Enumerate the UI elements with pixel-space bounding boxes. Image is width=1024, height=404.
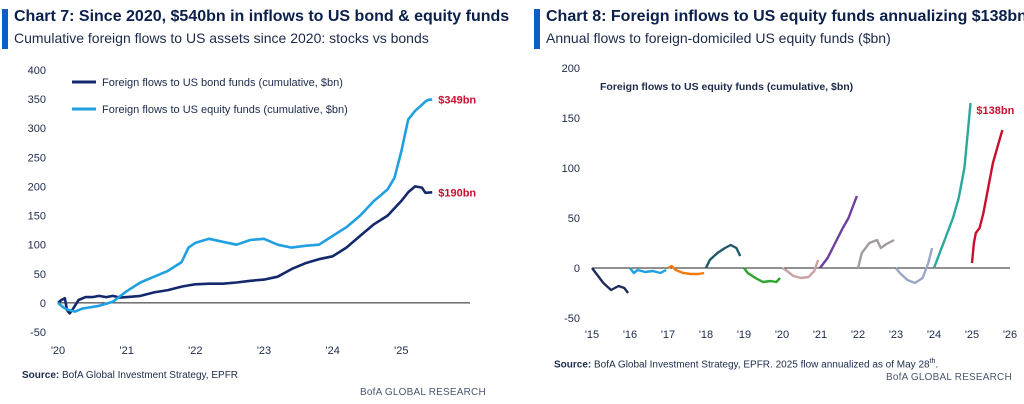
y-tick-label: 300 [28, 123, 46, 135]
y-tick-label: 100 [562, 163, 580, 175]
source-end: . [935, 359, 939, 371]
chart7-source: Source: BofA Global Investment Strategy,… [22, 370, 238, 381]
chart8-plot: 200 150 100 50 0 -50 '15 '16 '17 '18 '19 '20 '21 '22 '… [562, 63, 1018, 341]
x-tick-label: '24 [927, 329, 941, 341]
x-tick-label: '25 [965, 329, 979, 341]
series-line-2021 [819, 195, 859, 269]
series-line-equities [57, 98, 433, 313]
x-tick-label: '16 [623, 329, 637, 341]
series-line-2018 [704, 243, 742, 269]
y-tick-label: 250 [28, 152, 46, 164]
x-tick-label: '18 [699, 329, 713, 341]
source-text: BofA Global Investment Strategy, EPFR [59, 370, 239, 381]
y-tick-label: 0 [40, 298, 46, 310]
series-line-2025 [970, 129, 1004, 264]
end-value-label: $190bn [438, 187, 476, 199]
y-tick-label: 350 [28, 94, 46, 106]
legend-label: Foreign flows to US equity funds (cumula… [102, 104, 348, 116]
y-tick-label: 150 [562, 113, 580, 125]
x-tick-label: '26 [1003, 329, 1017, 341]
chart7-brand: BofA GLOBAL RESEARCH [360, 387, 486, 398]
series-line-2023 [895, 247, 934, 285]
end-value-label: $138bn [976, 105, 1014, 117]
chart7-title: Chart 7: Since 2020, $540bn in inflows t… [14, 8, 510, 25]
series-line-bonds [57, 185, 433, 315]
x-tick-label: '22 [188, 345, 202, 357]
title-accent-bar [534, 9, 540, 49]
series-line-2019 [743, 267, 781, 284]
y-tick-label: 400 [28, 65, 46, 77]
chart8-subtitle: Annual flows to foreign-domiciled US equ… [546, 30, 891, 46]
x-tick-label: '22 [851, 329, 865, 341]
y-tick-label: 50 [568, 213, 580, 225]
y-tick-label: 50 [34, 269, 46, 281]
series-line-2016 [629, 267, 667, 275]
title-accent-bar [2, 9, 8, 49]
x-tick-label: '23 [257, 345, 271, 357]
legend-label: Foreign flows to US bond funds (cumulati… [102, 77, 343, 89]
chart8-brand: BofA GLOBAL RESEARCH [886, 372, 1012, 383]
x-tick-label: '25 [394, 345, 408, 357]
x-tick-label: '23 [889, 329, 903, 341]
series-line-2017 [667, 264, 705, 276]
chart8-title: Chart 8: Foreign inflows to US equity fu… [546, 8, 1024, 25]
series-line-2024 [932, 102, 972, 269]
source-label: Source: [22, 370, 60, 381]
series-line-2022 [856, 238, 895, 269]
chart7-panel: Chart 7: Since 2020, $540bn in inflows t… [0, 0, 509, 404]
x-tick-label: '20 [51, 345, 65, 357]
chart7-plot: 400 350 300 250 200 150 100 50 0 -50 '20 '21 '22 '23 '… [28, 65, 477, 357]
chart8-source: Source: BofA Global Investment Strategy,… [554, 358, 938, 370]
x-tick-label: '19 [737, 329, 751, 341]
series-line-2015 [591, 267, 630, 294]
y-tick-label: 100 [28, 240, 46, 252]
y-tick-label: 150 [28, 211, 46, 223]
source-superscript: th [929, 358, 936, 365]
x-tick-label: '17 [661, 329, 675, 341]
chart7-subtitle: Cumulative foreign flows to US assets si… [14, 30, 429, 46]
source-label: Source: [554, 359, 592, 371]
x-tick-label: '21 [119, 345, 133, 357]
y-tick-label: 0 [574, 263, 580, 275]
inner-label: Foreign flows to US equity funds (cumula… [600, 81, 853, 93]
x-tick-label: '21 [813, 329, 827, 341]
y-tick-label: -50 [30, 327, 46, 339]
series-line-2020 [781, 259, 820, 280]
chart8-panel: Chart 8: Foreign inflows to US equity fu… [532, 0, 1024, 404]
y-tick-label: -50 [564, 313, 580, 325]
x-tick-label: '20 [775, 329, 789, 341]
y-tick-label: 200 [562, 63, 580, 75]
y-tick-label: 200 [28, 181, 46, 193]
x-tick-label: '24 [325, 345, 339, 357]
end-value-label: $349bn [438, 95, 476, 107]
x-tick-label: '15 [585, 329, 599, 341]
source-text: BofA Global Investment Strategy, EPFR. 2… [591, 359, 930, 371]
